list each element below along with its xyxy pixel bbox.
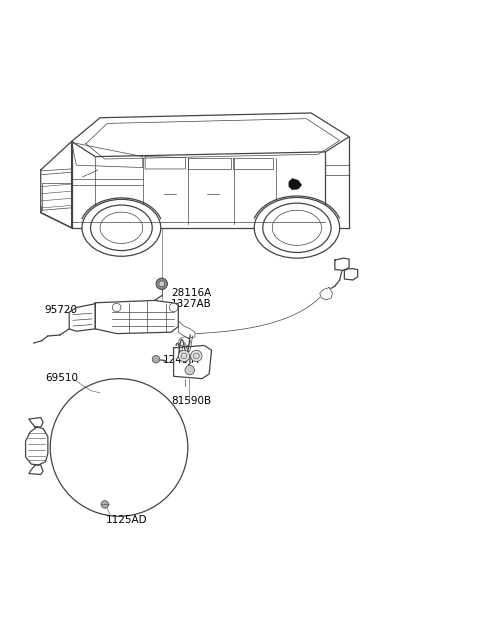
Polygon shape — [289, 178, 301, 190]
Text: 81590B: 81590B — [171, 396, 211, 406]
Polygon shape — [25, 427, 48, 465]
Circle shape — [112, 303, 121, 312]
Circle shape — [185, 365, 194, 375]
Polygon shape — [29, 465, 43, 474]
Polygon shape — [320, 288, 333, 300]
Text: 28116A
1327AB: 28116A 1327AB — [171, 288, 212, 309]
Text: 95720: 95720 — [45, 305, 78, 315]
Ellipse shape — [82, 199, 161, 256]
Polygon shape — [174, 346, 212, 378]
Circle shape — [179, 350, 190, 361]
Circle shape — [156, 278, 168, 290]
Polygon shape — [69, 304, 96, 331]
Text: 1249JA: 1249JA — [163, 354, 200, 365]
Polygon shape — [344, 269, 358, 280]
Circle shape — [191, 350, 202, 361]
Circle shape — [152, 356, 160, 363]
Polygon shape — [335, 258, 349, 271]
Text: 1125AD: 1125AD — [106, 515, 148, 526]
Polygon shape — [179, 321, 195, 339]
Circle shape — [159, 281, 165, 287]
Ellipse shape — [254, 197, 340, 258]
Circle shape — [101, 501, 108, 508]
Circle shape — [169, 303, 178, 312]
Polygon shape — [29, 418, 43, 427]
Text: 69510: 69510 — [46, 373, 78, 383]
Polygon shape — [96, 301, 179, 333]
